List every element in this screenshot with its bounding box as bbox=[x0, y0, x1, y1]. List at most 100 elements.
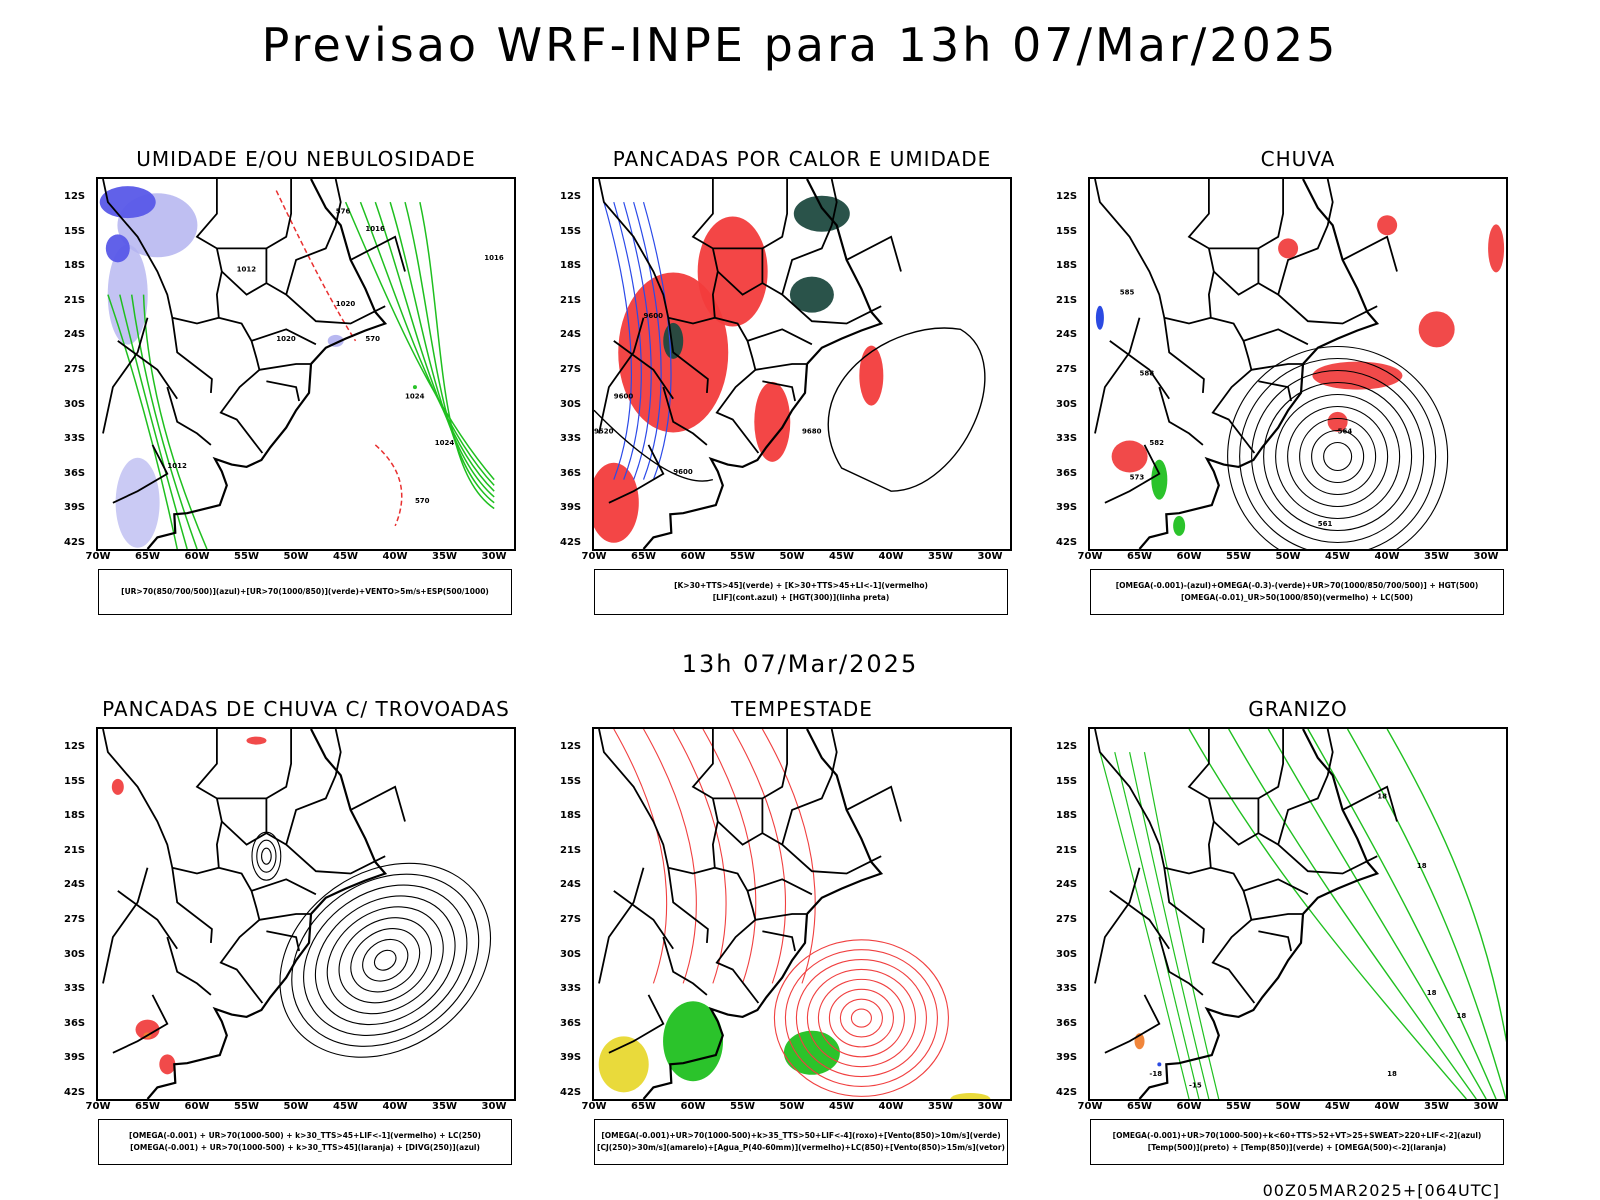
hgt500-contour bbox=[1323, 441, 1353, 472]
state-border bbox=[1094, 179, 1212, 325]
temp850-contour bbox=[1129, 751, 1210, 1099]
contour-label: -18 bbox=[1149, 1070, 1162, 1078]
lon-tick-label: 70W bbox=[1077, 1101, 1103, 1112]
wind850-green bbox=[663, 1001, 724, 1082]
lat-tick-label: 15S bbox=[560, 775, 582, 787]
state-border bbox=[1208, 179, 1285, 250]
lat-tick-label: 12S bbox=[560, 191, 582, 202]
pw-contour-red bbox=[795, 959, 927, 1078]
rain-blue bbox=[1095, 305, 1104, 330]
contour-label: 9600 bbox=[673, 468, 693, 476]
panel-trovoadas[interactable]: PANCADAS DE CHUVA C/ TROVOADAS [OMEGA(-0… bbox=[64, 697, 516, 1167]
lat-tick-label: 30S bbox=[1056, 398, 1078, 410]
contour-label: 570 bbox=[365, 335, 380, 343]
lon-tick-label: 45W bbox=[333, 1101, 358, 1112]
state-border bbox=[1163, 317, 1205, 393]
thunder-red bbox=[135, 1019, 160, 1040]
map-frame: 9600 9600 9600 9520 9680 bbox=[592, 177, 1012, 551]
lat-tick-label: 30S bbox=[64, 948, 86, 960]
state-border bbox=[762, 930, 796, 952]
lon-tick-label: 50W bbox=[283, 551, 309, 562]
streamline bbox=[279, 862, 492, 1058]
convection-green bbox=[789, 276, 834, 313]
lat-tick-label: 12S bbox=[1056, 191, 1078, 202]
panel-tempestade[interactable]: TEMPESTADE [OMEGA(-0.001)+UR>70(1000-500… bbox=[560, 697, 1012, 1167]
panel-legend: [OMEGA(-0.001) + UR>70(1000-500) + k>30_… bbox=[98, 1119, 512, 1165]
lat-tick-label: 39S bbox=[560, 1052, 582, 1064]
panel-chuva[interactable]: CHUVA 564 561 582 573 585 588 [OMEGA(-0.001)-… bbox=[1056, 147, 1508, 617]
lat-tick-label: 30S bbox=[1056, 948, 1078, 960]
humidity-contour-green bbox=[107, 294, 178, 549]
pw-contour-red bbox=[828, 988, 894, 1048]
lat-tick-label: 18S bbox=[1056, 260, 1078, 272]
lat-tick-label: 27S bbox=[64, 364, 86, 375]
state-border bbox=[1094, 867, 1141, 984]
lif-contour bbox=[613, 201, 642, 480]
state-border bbox=[251, 328, 317, 346]
coastline bbox=[146, 179, 388, 549]
state-border bbox=[1208, 729, 1285, 800]
humidity-green bbox=[412, 385, 417, 390]
lon-tick-label: 45W bbox=[829, 551, 854, 562]
state-border bbox=[1094, 317, 1141, 434]
lon-tick-label: 55W bbox=[1226, 1101, 1251, 1112]
lat-tick-label: 39S bbox=[64, 502, 86, 514]
panel-umidade[interactable]: UMIDADE E/OU NEBULOSIDADE 1012 1016 1016 10… bbox=[64, 147, 516, 617]
lat-tick-label: 27S bbox=[64, 914, 86, 925]
humidity-contour-green bbox=[344, 201, 495, 481]
state-border bbox=[1277, 729, 1334, 845]
state-border bbox=[166, 386, 212, 446]
panel-pancadas-calor[interactable]: PANCADAS POR CALOR E UMIDADE 9600 9600 960… bbox=[560, 147, 1012, 617]
pw-contour-red bbox=[732, 729, 786, 984]
state-border bbox=[266, 930, 300, 952]
coastline bbox=[1138, 729, 1380, 1099]
lon-tick-label: 60W bbox=[1176, 551, 1202, 562]
state-border bbox=[1251, 913, 1302, 921]
state-border bbox=[117, 890, 178, 950]
lon-tick-label: 40W bbox=[1374, 551, 1400, 562]
legend-line: [OMEGA(-0.001)-(azul)+OMEGA(-0.3)-(verde… bbox=[1115, 581, 1479, 590]
hgt500-contour bbox=[1263, 381, 1413, 532]
hgt500-contour bbox=[1239, 357, 1437, 549]
humidity-contour-green bbox=[404, 201, 495, 504]
lon-tick-label: 35W bbox=[432, 551, 457, 562]
contour-label: 9680 bbox=[802, 427, 822, 435]
pw-contour-red bbox=[672, 729, 727, 984]
legend-line: [Temp(500)](preto) + [Temp(850)](verde) … bbox=[1147, 1143, 1447, 1152]
temp850-contour bbox=[1346, 729, 1506, 1099]
state-border bbox=[598, 729, 716, 875]
state-border bbox=[1257, 832, 1378, 875]
contour-label: 1020 bbox=[336, 300, 356, 308]
convection-red bbox=[754, 381, 791, 462]
lat-tick-label: 42S bbox=[560, 537, 582, 548]
lat-tick-label: 33S bbox=[1056, 983, 1078, 995]
lif-contour bbox=[623, 201, 652, 480]
state-border bbox=[216, 729, 293, 800]
lat-tick-label: 21S bbox=[64, 844, 86, 856]
state-border bbox=[117, 340, 178, 400]
lon-tick-label: 35W bbox=[1424, 551, 1449, 562]
streamline bbox=[350, 928, 421, 993]
temp850-contour bbox=[1099, 751, 1190, 1099]
streamline bbox=[256, 839, 277, 873]
panel-title: CHUVA bbox=[1260, 147, 1336, 171]
state-border bbox=[1258, 930, 1292, 952]
lat-tick-label: 18S bbox=[64, 810, 86, 822]
state-border bbox=[1104, 444, 1161, 504]
state-border bbox=[221, 798, 268, 846]
state-border bbox=[781, 179, 838, 295]
panel-legend: [UR>70(850/700/500)](azul)+[UR>70(1000/8… bbox=[98, 569, 512, 615]
contour-label: 9520 bbox=[594, 427, 614, 435]
temp850-contour bbox=[1267, 729, 1487, 1099]
panel-granizo[interactable]: GRANIZO 18 18 18 18 18 -18 -15 [OMEGA(-0.001)+… bbox=[1056, 697, 1508, 1167]
temp850-contour bbox=[1386, 729, 1506, 1043]
coastline bbox=[642, 729, 884, 1099]
map-canvas bbox=[102, 729, 492, 1099]
lat-tick-label: 36S bbox=[1056, 1017, 1078, 1029]
state-border bbox=[755, 913, 806, 921]
lon-tick-label: 30W bbox=[1473, 551, 1499, 562]
lon-tick-label: 50W bbox=[1275, 551, 1301, 562]
lat-tick-label: 42S bbox=[1056, 537, 1078, 548]
map-canvas bbox=[598, 729, 991, 1099]
lon-tick-label: 55W bbox=[1226, 551, 1251, 562]
